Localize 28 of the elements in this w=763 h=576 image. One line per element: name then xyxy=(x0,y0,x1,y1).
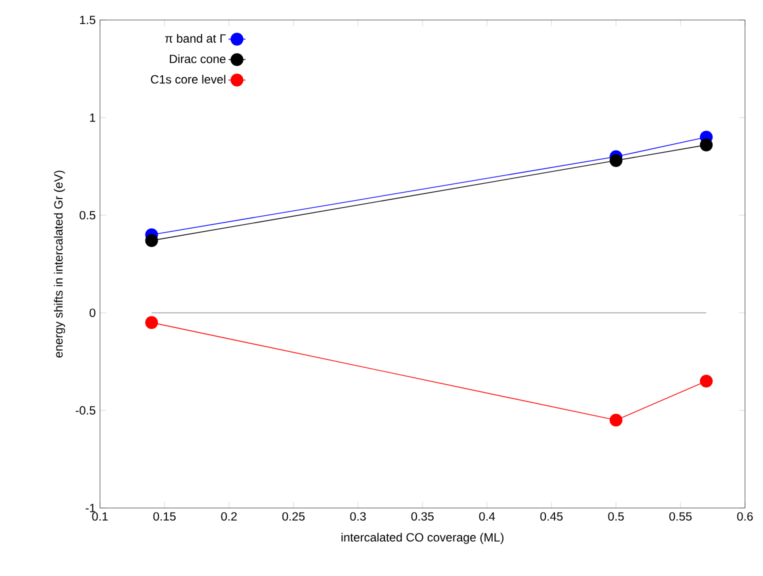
y-tick-label: 1 xyxy=(90,113,96,122)
x-tick-label: 0.6 xyxy=(737,512,753,521)
point xyxy=(610,154,622,167)
x-axis-title: intercalated CO coverage (ML) xyxy=(342,532,504,544)
x-tick-label: 0.35 xyxy=(411,512,434,521)
point xyxy=(610,414,622,427)
point xyxy=(700,138,713,152)
x-tick-label: 0.1 xyxy=(92,512,108,521)
y-tick-label: 1.5 xyxy=(80,16,96,24)
x-tick-label: 0.2 xyxy=(221,512,237,521)
x-tick-label: 0.55 xyxy=(669,512,692,521)
x-tick-label: 0.45 xyxy=(540,512,563,521)
x-tick-label: 0.15 xyxy=(153,512,176,521)
x-tick-label: 0.3 xyxy=(350,512,366,521)
y-tick-label: -0.5 xyxy=(76,406,96,415)
point xyxy=(145,316,158,329)
y-tick-label: 0 xyxy=(90,308,96,318)
point xyxy=(700,374,713,388)
point xyxy=(145,234,158,247)
y-tick-label: -1 xyxy=(86,504,96,512)
legend-label: Dirac cone xyxy=(170,54,226,64)
legend-label: π band at Γ xyxy=(165,34,226,43)
x-tick-label: 0.25 xyxy=(282,512,305,521)
y-tick-label: 0.5 xyxy=(80,210,96,220)
x-tick-label: 0.5 xyxy=(608,512,624,521)
legend-label: C1s core level xyxy=(150,74,226,84)
y-axis-title: energy shifts in intercalated Gr (eV) xyxy=(54,170,66,358)
x-tick-label: 0.4 xyxy=(479,512,495,521)
